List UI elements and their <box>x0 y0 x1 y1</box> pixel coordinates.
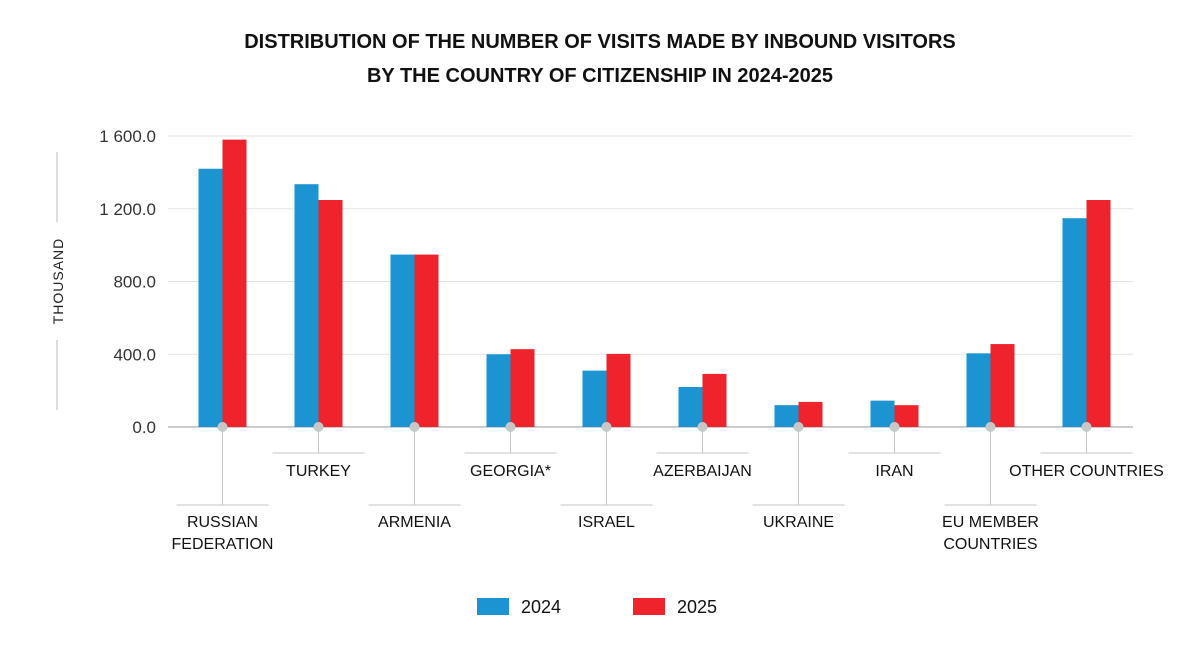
bar-2025 <box>606 353 631 427</box>
bar-2025 <box>414 254 439 427</box>
bar-2025 <box>510 349 535 427</box>
category-marker <box>697 422 708 432</box>
bar-2025 <box>222 139 247 427</box>
category-marker <box>1081 422 1092 432</box>
y-tick-label: 800.0 <box>113 273 156 292</box>
bar-2025 <box>1086 200 1111 427</box>
bar-2024 <box>390 254 415 427</box>
y-tick-label: 0.0 <box>132 418 156 437</box>
chart-title-line-2: BY THE COUNTRY OF CITIZENSHIP IN 2024-20… <box>367 65 833 87</box>
chart-title-line-1: DISTRIBUTION OF THE NUMBER OF VISITS MAD… <box>244 31 956 53</box>
category-label: ARMENIA <box>378 514 451 531</box>
bar-2025 <box>702 373 727 427</box>
category-marker <box>793 422 804 432</box>
y-tick-label: 400.0 <box>113 345 156 364</box>
bar-2025 <box>990 344 1015 427</box>
category-marker <box>217 422 228 432</box>
legend-label-2024: 2024 <box>521 597 561 617</box>
category-labels: RUSSIAN FEDERATION TURKEY ARMENIA GEORGIA* IS… <box>172 422 1164 553</box>
category-label: TURKEY <box>286 463 351 480</box>
bar-2024 <box>1062 218 1087 427</box>
bar-2024 <box>870 400 895 427</box>
y-axis-ticks: 0.0 400.0 800.0 1 200.0 1 600.0 <box>99 127 156 437</box>
category-marker <box>601 422 612 432</box>
y-tick-label: 1 600.0 <box>99 127 156 146</box>
bar-2024 <box>966 353 991 427</box>
category-label: ISRAEL <box>578 514 635 531</box>
category-marker <box>985 422 996 432</box>
y-axis-label: THOUSAND <box>50 238 66 325</box>
legend-swatch-2024 <box>477 598 509 615</box>
legend-swatch-2025 <box>633 598 665 615</box>
bar-2024 <box>582 370 607 427</box>
category-marker <box>313 422 324 432</box>
category-label: RUSSIAN <box>187 514 258 531</box>
category-label: IRAN <box>875 463 913 480</box>
bar-2025 <box>318 200 343 427</box>
category-label: AZERBAIJAN <box>653 463 752 480</box>
bar-2024 <box>294 184 319 427</box>
bar-2024 <box>486 354 511 427</box>
category-label: GEORGIA* <box>470 463 551 480</box>
bar-2025 <box>894 405 919 427</box>
bar-2024 <box>678 386 703 427</box>
legend: 2024 2025 <box>477 597 717 617</box>
category-label: FEDERATION <box>172 536 274 553</box>
y-tick-label: 1 200.0 <box>99 200 156 219</box>
category-marker <box>409 422 420 432</box>
category-label: COUNTRIES <box>943 536 1037 553</box>
bar-2024 <box>774 405 799 427</box>
legend-label-2025: 2025 <box>677 597 717 617</box>
bar-2025 <box>798 401 823 427</box>
category-label: OTHER COUNTRIES <box>1009 463 1164 480</box>
bar-2024 <box>198 168 223 428</box>
category-label: UKRAINE <box>763 514 834 531</box>
category-label: EU MEMBER <box>942 514 1039 531</box>
category-marker <box>505 422 516 432</box>
bars <box>198 139 1111 428</box>
category-marker <box>889 422 900 432</box>
